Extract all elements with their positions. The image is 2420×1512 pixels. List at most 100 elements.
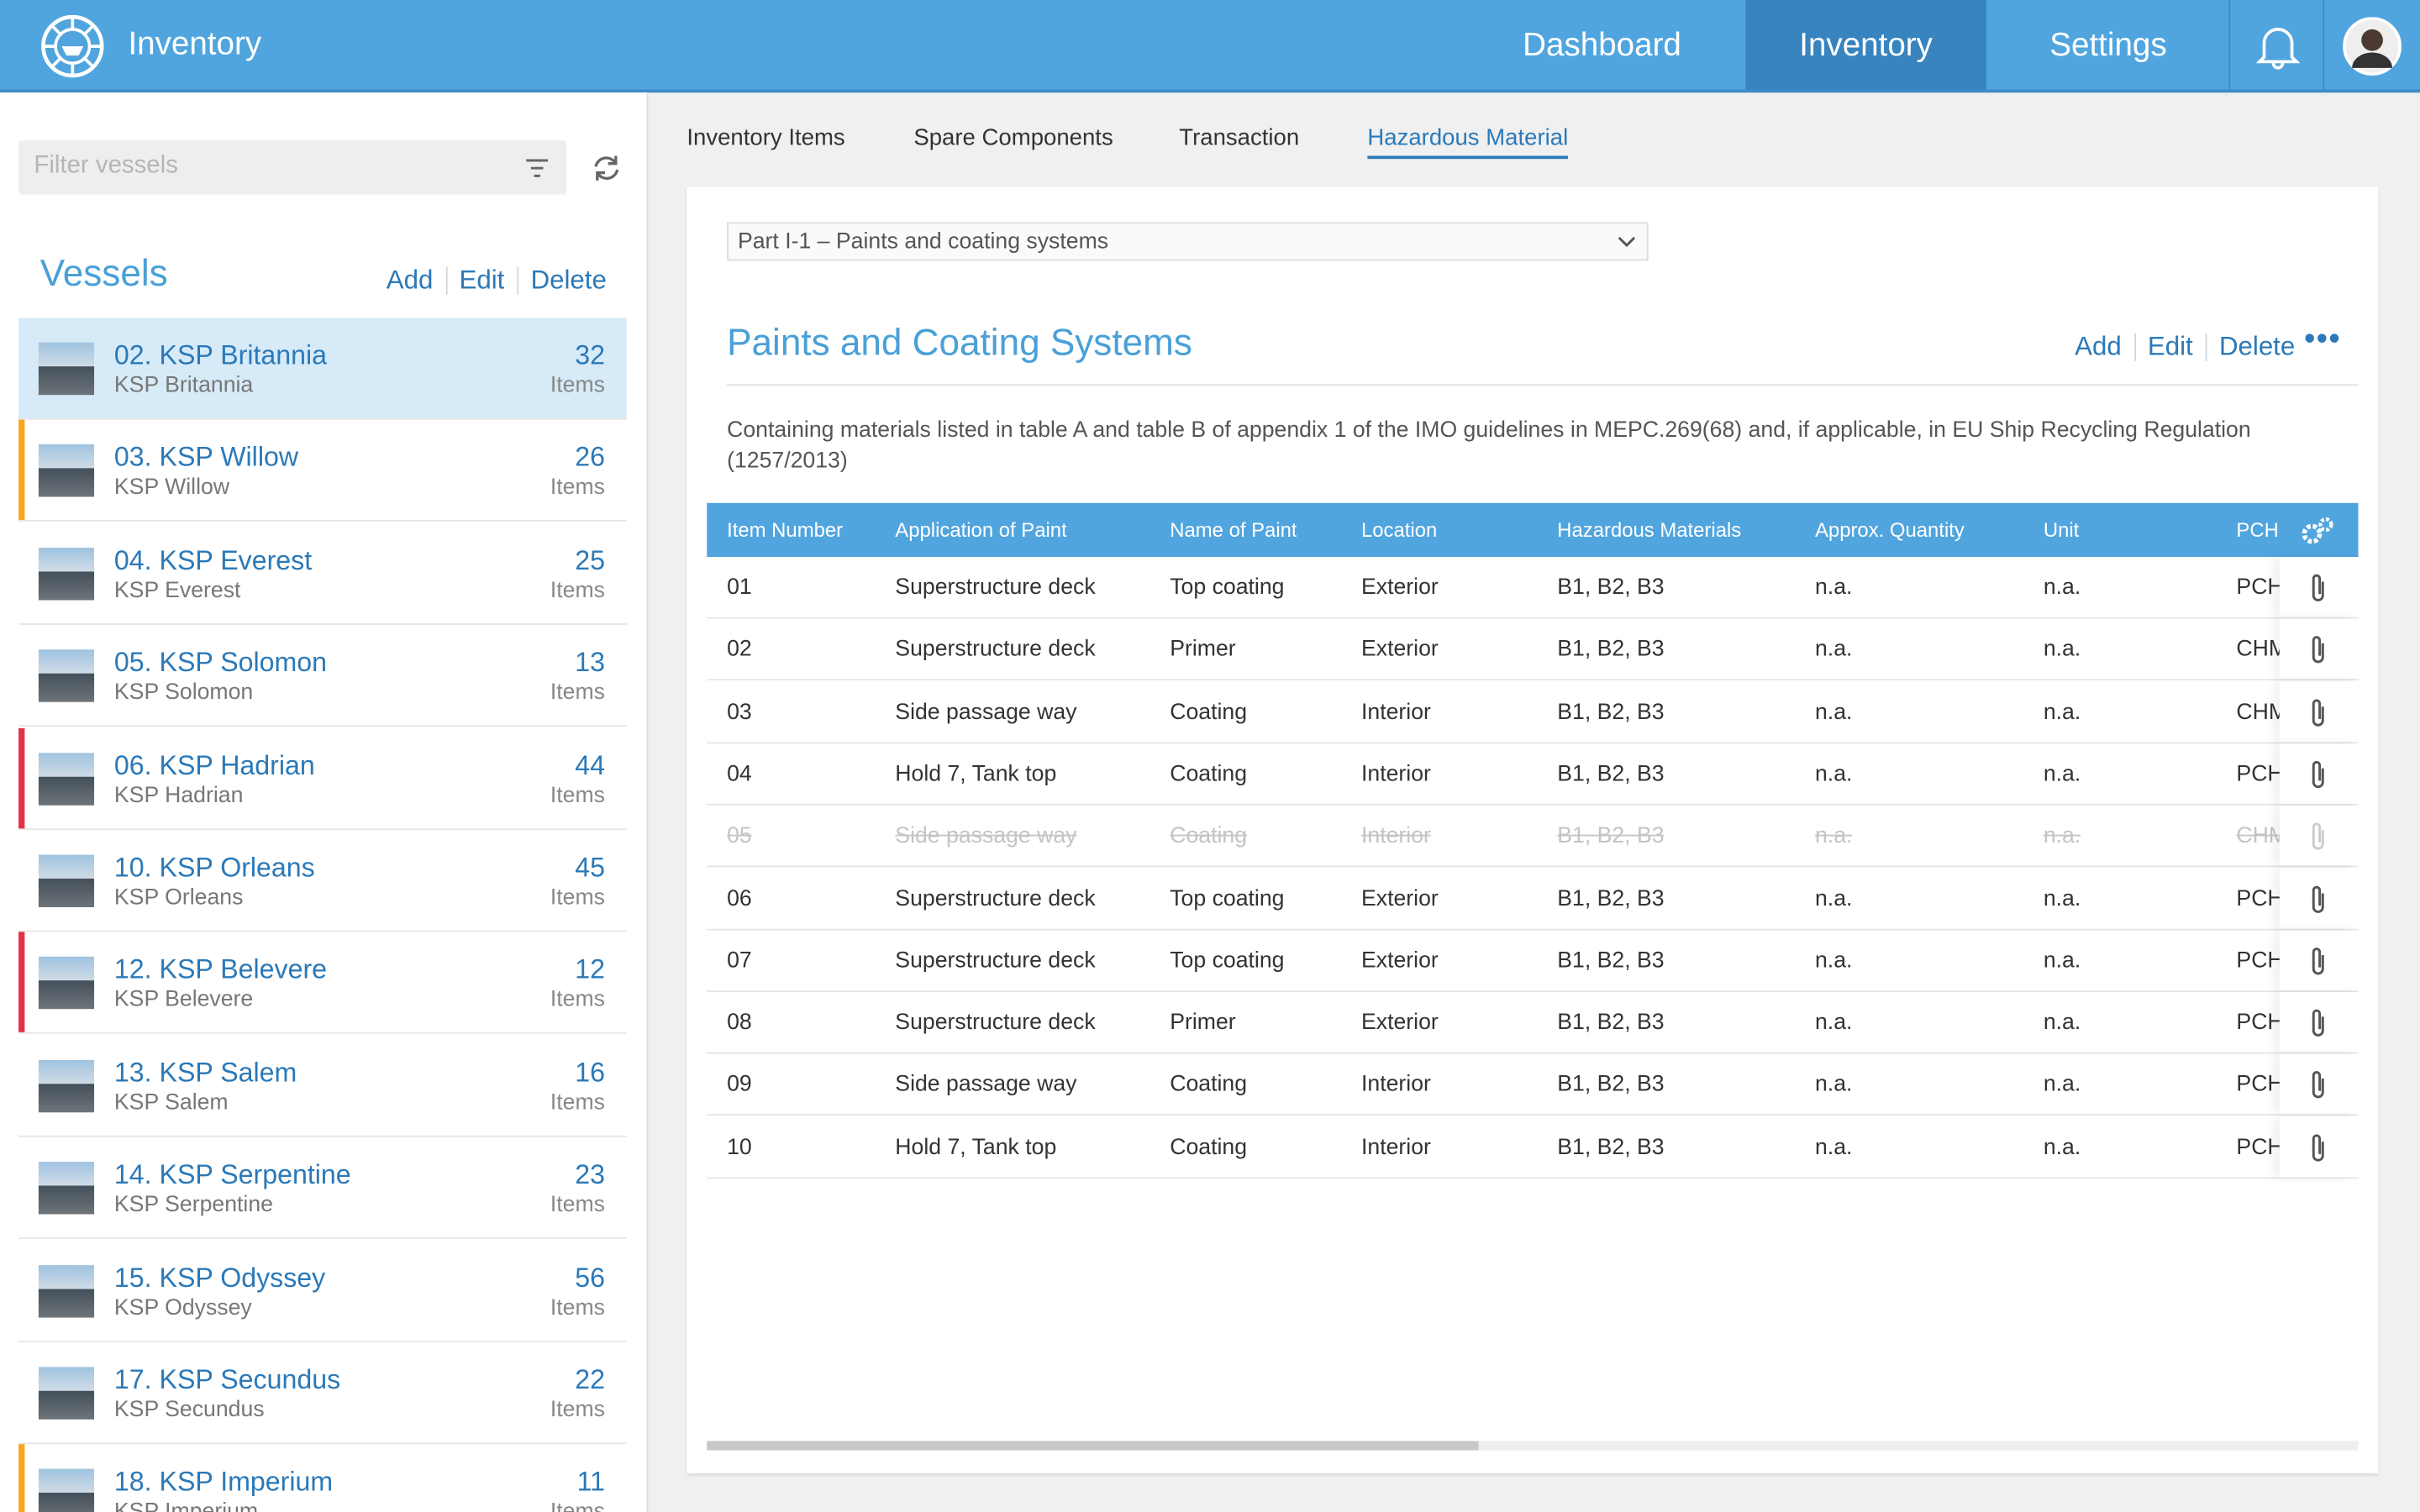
vessel-subtitle: KSP Salem xyxy=(113,1090,229,1116)
table-cell: Coating xyxy=(1170,1073,1248,1098)
vessel-item[interactable]: 10. KSP Orleans KSP Orleans 45 Items xyxy=(18,830,627,932)
table-row[interactable]: 06 Superstructure deck Top coating Exterior… xyxy=(707,868,2359,930)
scroll-thumb[interactable] xyxy=(707,1441,1479,1451)
tab[interactable]: Transaction xyxy=(1179,124,1300,152)
tab[interactable]: Spare Components xyxy=(913,124,1113,152)
table-cell: 06 xyxy=(727,886,752,911)
table-row[interactable]: 07 Superstructure deck Top coating Exterior… xyxy=(707,930,2359,992)
table-cell: n.a. xyxy=(1815,638,1853,663)
table-row[interactable]: 02 Superstructure deck Primer Exterior B1, B… xyxy=(707,619,2359,681)
column-header: Hazardous Materials xyxy=(1557,518,1742,542)
vessel-item[interactable]: 03. KSP Willow KSP Willow 26 Items xyxy=(18,420,627,522)
settings-icon[interactable] xyxy=(2300,515,2337,546)
filter-input[interactable]: Filter vessels xyxy=(18,140,567,195)
table-cell: n.a. xyxy=(2043,638,2081,663)
separator xyxy=(445,266,447,295)
attachment-icon[interactable] xyxy=(2309,1070,2328,1101)
table-cell: B1, B2, B3 xyxy=(1557,575,1665,601)
nav-item[interactable]: Dashboard xyxy=(1523,28,1681,64)
table-row[interactable]: 04 Hold 7, Tank top Coating Interior B1, B2,… xyxy=(707,743,2359,806)
attachment-icon[interactable] xyxy=(2309,884,2328,915)
items-label: Items xyxy=(550,373,606,398)
vessel-item[interactable]: 06. KSP Hadrian KSP Hadrian 44 Items xyxy=(18,727,627,830)
tab[interactable]: Hazardous Material xyxy=(1367,125,1569,160)
vessel-thumbnail xyxy=(38,649,95,703)
vessel-item[interactable]: 13. KSP Salem KSP Salem 16 Items xyxy=(18,1035,627,1137)
nav-item[interactable]: Settings xyxy=(2049,28,2167,64)
table-row[interactable]: 01 Superstructure deck Top coating Exterior… xyxy=(707,557,2359,619)
item-count: 45 xyxy=(575,851,606,883)
table-cell: Interior xyxy=(1361,700,1431,725)
table-cell: n.a. xyxy=(2043,886,2081,911)
vessel-name: 18. KSP Imperium xyxy=(113,1466,334,1498)
vessel-name: 12. KSP Belevere xyxy=(113,953,328,985)
vessel-item[interactable]: 18. KSP Imperium KSP Imperium 11 Items xyxy=(18,1444,627,1512)
nav-item[interactable]: Inventory xyxy=(1745,0,1986,90)
user-avatar[interactable] xyxy=(2343,17,2402,76)
vessel-item[interactable]: 17. KSP Secundus KSP Secundus 22 Items xyxy=(18,1342,627,1445)
divider xyxy=(2323,0,2325,90)
table-cell: n.a. xyxy=(1815,886,1853,911)
table-cell: CHM xyxy=(2236,638,2279,663)
sidebar: Filter vessels Vessels Add Edit Delete 02. … xyxy=(0,92,649,1512)
action-link[interactable]: Delete xyxy=(530,265,607,295)
attachment-icon[interactable] xyxy=(2309,696,2328,727)
vessel-item[interactable]: 04. KSP Everest KSP Everest 25 Items xyxy=(18,522,627,625)
status-flag xyxy=(18,420,25,521)
table-row[interactable]: 09 Side passage way Coating Interior B1, B2,… xyxy=(707,1054,2359,1116)
table-cell: n.a. xyxy=(1815,575,1853,601)
notification-bell[interactable] xyxy=(2256,24,2300,70)
filter-icon[interactable] xyxy=(524,157,549,179)
items-label: Items xyxy=(550,885,606,911)
table-cell: 02 xyxy=(727,638,752,663)
attachment-cell xyxy=(2279,743,2359,804)
attachment-icon[interactable] xyxy=(2309,946,2328,977)
table-cell: n.a. xyxy=(1815,824,1853,849)
table-cell: Coating xyxy=(1170,762,1248,787)
attachment-icon[interactable] xyxy=(2309,634,2328,665)
table-cell: Exterior xyxy=(1361,886,1439,911)
action-link[interactable]: Edit xyxy=(459,265,505,295)
table-cell: Side passage way xyxy=(895,700,1077,725)
table-cell: Exterior xyxy=(1361,638,1439,663)
vessel-subtitle: KSP Serpentine xyxy=(113,1193,273,1218)
table-cell: PCHM xyxy=(2236,762,2279,787)
table-cell: Hold 7, Tank top xyxy=(895,762,1057,787)
more-menu[interactable]: ••• xyxy=(2304,322,2342,357)
attachment-icon[interactable] xyxy=(2309,572,2328,603)
table-cell: PCHM xyxy=(2236,575,2279,601)
tab[interactable]: Inventory Items xyxy=(687,124,845,152)
vessel-subtitle: KSP Everest xyxy=(113,578,241,603)
action-link[interactable]: Add xyxy=(386,265,434,295)
action-link[interactable]: Edit xyxy=(2147,331,2193,361)
attachment-icon[interactable] xyxy=(2309,1132,2328,1163)
table-cell: B1, B2, B3 xyxy=(1557,762,1665,787)
action-links: Add Edit Delete xyxy=(2075,332,2295,363)
vessel-item[interactable]: 05. KSP Solomon KSP Solomon 13 Items xyxy=(18,625,627,727)
item-count: 11 xyxy=(576,1466,606,1498)
table-row[interactable]: 03 Side passage way Coating Interior B1, B2,… xyxy=(707,681,2359,743)
scrollbar[interactable] xyxy=(707,1441,2359,1451)
vessel-item[interactable]: 14. KSP Serpentine KSP Serpentine 23 Items xyxy=(18,1137,627,1240)
table-row[interactable]: 05 Side passage way Coating Interior B1, B2,… xyxy=(707,806,2359,868)
table-header: Item Number Application of Paint Name of P… xyxy=(707,502,2359,558)
part-dropdown[interactable]: Part I-1 – Paints and coating systems xyxy=(727,222,1649,261)
item-count: 26 xyxy=(575,442,606,473)
attachment-icon[interactable] xyxy=(2309,1008,2328,1039)
attachment-icon[interactable] xyxy=(2309,821,2328,852)
logo xyxy=(41,14,104,78)
table-row[interactable]: 10 Hold 7, Tank top Coating Interior B1, B2,… xyxy=(707,1116,2359,1179)
vessel-item[interactable]: 12. KSP Belevere KSP Belevere 12 Items xyxy=(18,932,627,1035)
action-link[interactable]: Delete xyxy=(2218,331,2296,361)
vessel-subtitle: KSP Hadrian xyxy=(113,783,244,808)
action-link[interactable]: Add xyxy=(2075,331,2122,361)
attachment-icon[interactable] xyxy=(2309,759,2328,790)
refresh-icon[interactable] xyxy=(591,153,622,184)
vessel-item[interactable]: 15. KSP Odyssey KSP Odyssey 56 Items xyxy=(18,1240,627,1342)
vessel-item[interactable]: 02. KSP Britannia KSP Britannia 32 Items xyxy=(18,318,627,420)
table-row[interactable]: 08 Superstructure deck Primer Exterior B1, B… xyxy=(707,992,2359,1054)
panel-title: Paints and Coating Systems xyxy=(727,322,1192,365)
divider xyxy=(727,384,2359,386)
vessel-thumbnail xyxy=(38,854,95,908)
vessel-thumbnail xyxy=(38,957,95,1010)
